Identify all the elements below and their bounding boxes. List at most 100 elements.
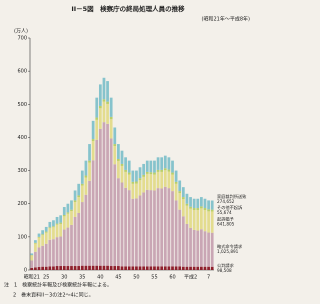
bar-segment: [109, 138, 113, 267]
bar-segment: [30, 255, 34, 261]
bar-segment: [167, 169, 171, 172]
bar-segment: [62, 266, 66, 270]
bar-segment: [210, 209, 214, 212]
bar-segment: [37, 233, 41, 237]
x-tick-label: 平成2: [184, 274, 197, 281]
bar-segment: [95, 139, 99, 266]
bar-segment: [138, 167, 142, 179]
bar-segment: [95, 265, 99, 270]
bar-segment: [200, 266, 203, 270]
bar-segment: [145, 160, 149, 172]
bar-segment: [41, 234, 44, 236]
bar-segment: [109, 116, 113, 120]
bar-segment: [52, 226, 55, 228]
bar-segment: [70, 209, 73, 212]
bar-segment: [30, 268, 34, 270]
bar-segment: [44, 266, 48, 270]
bar-segment: [37, 237, 41, 248]
bar-segment: [106, 81, 109, 102]
bar-segment: [192, 208, 196, 211]
bar-segment: [80, 185, 84, 203]
bar-segment: [145, 189, 149, 267]
bar-segment: [44, 231, 48, 233]
bar-segment: [185, 266, 189, 270]
bar-segment: [131, 181, 135, 184]
bar-segment: [120, 150, 124, 164]
bar-segment: [210, 211, 214, 233]
bar-segment: [192, 266, 196, 270]
x-tick-label: 25: [43, 275, 49, 281]
bar-segment: [59, 266, 63, 270]
bar-segment: [171, 266, 174, 270]
bar-segment: [138, 178, 142, 181]
bar-segment: [178, 209, 182, 267]
bar-segment: [37, 247, 41, 268]
bar-segment: [192, 210, 196, 230]
bar-segment: [88, 162, 91, 181]
data-label: 641,805: [217, 222, 235, 227]
bar-segment: [131, 170, 135, 182]
bar-segment: [77, 212, 81, 267]
note: 注 1 検察統計年報及び検察統計年報による。: [4, 282, 112, 289]
y-axis-label: (万人): [14, 29, 28, 35]
bar-segment: [80, 170, 84, 184]
bar-segment: [185, 203, 189, 206]
bar-segment: [41, 266, 44, 270]
bar-segment: [181, 197, 185, 200]
bar-segment: [117, 178, 120, 267]
bar-segment: [88, 144, 91, 161]
bar-segment: [62, 229, 66, 267]
bar-segment: [66, 227, 70, 267]
bar-segment: [145, 266, 149, 270]
bar-segment: [185, 223, 189, 267]
x-tick-label: 30: [61, 275, 67, 281]
bar-segment: [135, 170, 138, 182]
bar-segment: [73, 202, 77, 217]
bar-segment: [113, 146, 117, 165]
bar-segment: [156, 188, 160, 267]
legend-label: 起訴猶予: [217, 216, 234, 223]
bar-segment: [149, 174, 153, 191]
bar-segment: [30, 260, 34, 269]
legend-label: 公判請求: [217, 262, 235, 269]
bar-segment: [192, 229, 196, 267]
bar-segment: [59, 223, 63, 237]
bar-segment: [178, 193, 182, 210]
bar-segment: [135, 183, 138, 199]
x-tick-label: 60: [169, 275, 175, 281]
legend-label: 略式命令請求: [217, 243, 243, 250]
bar-segment: [55, 224, 59, 238]
bar-segment: [120, 266, 124, 270]
bar-segment: [207, 266, 210, 270]
bar-segment: [95, 117, 99, 120]
bar-segment: [88, 265, 91, 270]
bar-segment: [70, 266, 73, 270]
bar-segment: [185, 193, 189, 204]
bar-segment: [84, 265, 88, 270]
bar-segment: [44, 243, 48, 267]
bar-segment: [102, 77, 106, 100]
bar-segment: [185, 205, 189, 224]
bar-segment: [44, 226, 48, 232]
bar-segment: [171, 172, 174, 175]
bar-segment: [174, 200, 178, 267]
bar-segment: [167, 171, 171, 189]
bar-segment: [160, 157, 164, 170]
bar-segment: [48, 228, 52, 240]
bar-segment: [37, 267, 41, 270]
bar-segment: [41, 245, 44, 267]
bar-segment: [95, 119, 99, 140]
bar-segment: [102, 265, 106, 270]
bar-segment: [124, 157, 127, 170]
x-tick-label: 35: [79, 275, 85, 281]
bar-segment: [98, 265, 102, 270]
bar-segment: [127, 172, 131, 175]
y-tick-label: 300: [17, 168, 27, 174]
bar-segment: [181, 216, 185, 267]
bar-segment: [124, 171, 127, 188]
bar-segment: [48, 221, 52, 228]
bar-segment: [70, 224, 73, 267]
bar-segment: [117, 158, 120, 161]
bar-segment: [62, 216, 66, 230]
bar-segment: [84, 175, 88, 178]
